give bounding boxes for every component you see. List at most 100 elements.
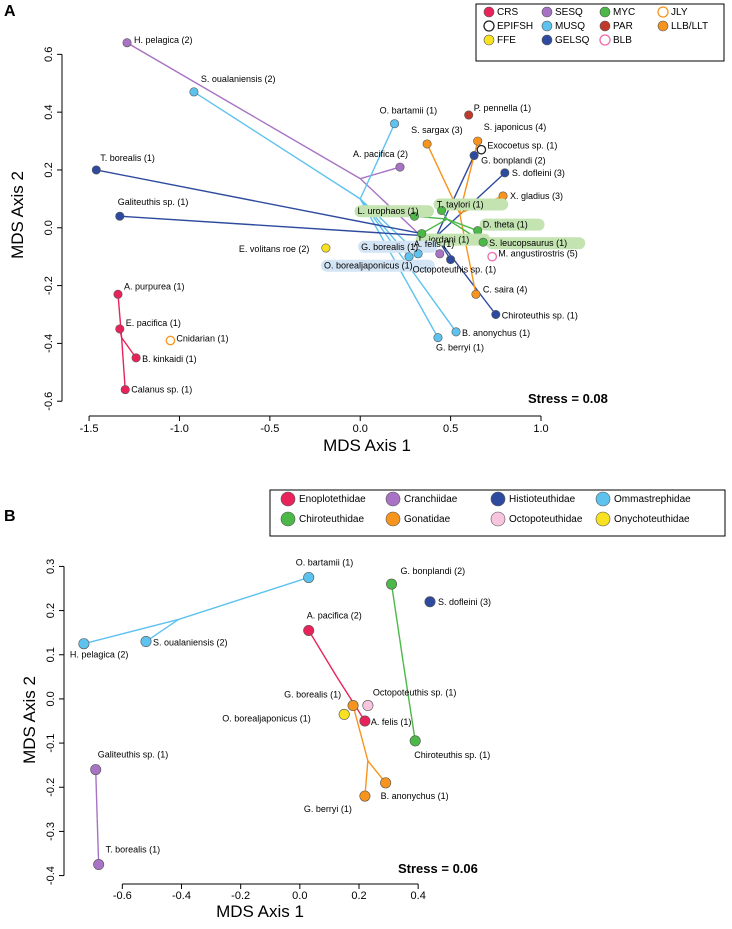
point-label: A. purpurea (1) — [124, 281, 185, 291]
point-l-urophaos-1 — [409, 211, 419, 221]
point-label: O. bartamii (1) — [296, 557, 354, 567]
point-label: S. leucopsaurus (1) — [489, 238, 567, 248]
legend-label: Chiroteuthidae — [299, 514, 364, 525]
point-label: G. berryi (1) — [436, 343, 484, 353]
panel-a-connector-lines — [96, 42, 506, 390]
point-exocoetus-sp-1 — [476, 144, 487, 155]
point-s-sargax-3 — [422, 139, 432, 149]
point-label: H. pelagica (2) — [134, 35, 193, 45]
point-label: Galiteuthis sp. (1) — [118, 197, 189, 207]
legend-label: LLB/LLT — [671, 21, 708, 32]
connector-line — [458, 213, 477, 295]
point-label: S. dofleini (3) — [512, 168, 565, 178]
point-l-jordani-1 — [417, 229, 427, 239]
y-tick-label: 0.4 — [43, 105, 55, 120]
point-a-pacifica-2 — [303, 624, 315, 636]
legend-label: Gonatidae — [404, 514, 451, 525]
legend-swatch-sesq — [541, 6, 553, 18]
y-tick-label: 0.6 — [43, 47, 55, 62]
y-tick-label: -0.2 — [45, 778, 57, 797]
point-calanus-sp-1 — [120, 385, 130, 395]
point-o-borealjaponicus-1 — [404, 252, 414, 262]
point-label: G. bonplandi (2) — [481, 156, 546, 166]
connector-line — [402, 663, 416, 741]
point-label: Calanus sp. (1) — [131, 385, 192, 395]
connector-line — [120, 337, 126, 390]
point-label: E. volitans roe (2) — [239, 244, 310, 254]
panel-a-label: A — [4, 3, 16, 20]
connector-line — [359, 123, 396, 200]
legend-swatch-gelsq — [541, 34, 553, 46]
label-highlight — [486, 237, 586, 250]
label-highlight — [479, 218, 545, 231]
point-label: O. bartamii (1) — [380, 106, 438, 116]
x-tick-label: 1.0 — [533, 423, 548, 435]
legend-swatch-musq — [541, 20, 553, 32]
point-label: Exocoetus sp. (1) — [487, 141, 557, 151]
point-o-bartamii-1 — [303, 571, 315, 583]
point-label: T. borealis (1) — [106, 845, 161, 855]
y-tick-label: 0.0 — [43, 220, 55, 235]
panel-b-y-axis-label: MDS Axis 2 — [20, 676, 39, 764]
legend-swatch-jly — [657, 6, 669, 18]
legend-label: Octopoteuthidae — [509, 514, 583, 525]
point-h-pelagica-2 — [78, 638, 90, 650]
legend-label: MUSQ — [555, 21, 585, 32]
point-label: B. kinkaidi (1) — [142, 354, 197, 364]
point-label: G. borealis (1) — [361, 242, 418, 252]
point-label: G. bonplandi (2) — [401, 566, 466, 576]
connector-line — [308, 630, 338, 678]
point-galiteuthis-sp-1 — [115, 211, 125, 221]
connector-line — [360, 166, 401, 180]
point-g-berryi-1 — [359, 790, 371, 802]
x-tick-label: -1.0 — [170, 423, 189, 435]
point-a-felis-1 — [435, 249, 445, 259]
connector-line — [421, 218, 448, 235]
legend-swatch-blb — [599, 34, 611, 46]
point-g-borealis-1 — [347, 700, 359, 712]
panel-a-y-ticks: -0.6 -0.4 -0.2 0.0 0.2 0.4 0.6 — [43, 47, 63, 411]
point-s-oualaniensis-2 — [140, 635, 152, 647]
point-cnidarian-1 — [165, 335, 176, 346]
point-s-oualaniensis-2 — [189, 87, 199, 97]
point-label: L. jordani (1) — [419, 235, 470, 245]
point-label: S. oualaniensis (2) — [201, 74, 276, 84]
connector-line — [95, 769, 98, 819]
legend-swatch-crs — [483, 6, 495, 18]
point-octopoteuthis-sp-1 — [446, 255, 456, 265]
panel-a-points: H. pelagica (2) S. oualaniensis (2) T. bor… — [91, 35, 586, 395]
x-tick-label: 0.2 — [351, 890, 366, 902]
point-label: L. urophaos (1) — [357, 206, 418, 216]
legend-swatch-onychoteuthidae — [595, 511, 611, 527]
point-b-anonychus-1 — [380, 777, 392, 789]
point-b-kinkaidi-1 — [131, 353, 141, 363]
legend-swatch-octopoteuthidae — [490, 511, 506, 527]
connector-line — [390, 583, 405, 664]
y-tick-label: -0.4 — [43, 334, 55, 353]
legend-swatch-cranchiidae — [385, 491, 401, 507]
x-tick-label: -0.2 — [231, 890, 250, 902]
point-label: Octopoteuthis sp. (1) — [373, 688, 457, 698]
y-tick-label: 0.2 — [43, 162, 55, 177]
point-b-anonychus-1 — [451, 327, 461, 337]
x-tick-label: 0.0 — [292, 890, 307, 902]
point-a-pacifica-2 — [395, 162, 405, 172]
connector-line — [193, 91, 361, 200]
point-t-taylori-1 — [437, 205, 447, 215]
legend-label: Histioteuthidae — [509, 494, 576, 505]
legend-label: GELSQ — [555, 35, 590, 46]
legend-swatch-myc — [599, 6, 611, 18]
point-label: B. anonychus (1) — [462, 328, 530, 338]
connector-line — [178, 576, 309, 621]
legend-swatch-histioteuthidae — [490, 491, 506, 507]
point-label: P. pennella (1) — [474, 103, 531, 113]
panel-a-stress: Stress = 0.08 — [528, 391, 608, 406]
point-chiroteuthis-sp-1 — [409, 735, 421, 747]
connector-line — [446, 218, 478, 232]
point-s-dofleini-3 — [500, 168, 510, 178]
point-o-bartamii-1 — [390, 119, 400, 129]
point-label: A. pacifica (2) — [353, 149, 408, 159]
legend-swatch-gonatidae — [385, 511, 401, 527]
point-label: C. saira (4) — [483, 284, 528, 294]
panel-b-x-ticks: -0.6 -0.4 -0.2 0.0 0.2 0.4 — [113, 883, 426, 902]
